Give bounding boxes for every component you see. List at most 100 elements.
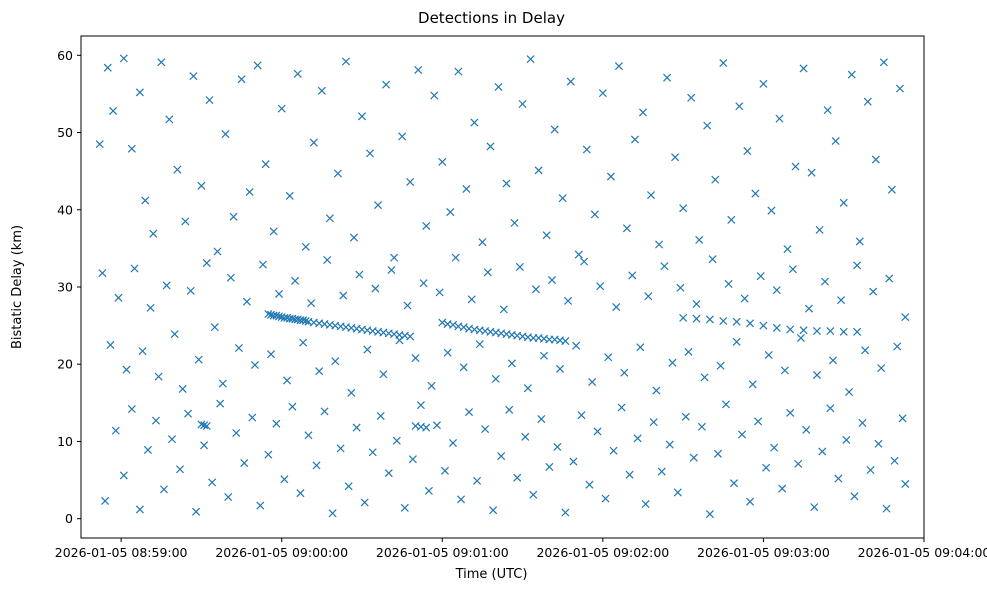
data-point bbox=[175, 465, 185, 474]
data-point bbox=[280, 475, 289, 484]
data-point bbox=[470, 118, 479, 127]
data-point bbox=[438, 157, 447, 166]
data-point bbox=[657, 467, 666, 476]
data-point bbox=[748, 380, 757, 389]
data-point bbox=[264, 310, 273, 319]
data-point bbox=[716, 361, 725, 370]
data-point bbox=[850, 492, 859, 501]
data-point bbox=[558, 194, 567, 203]
data-point bbox=[794, 459, 803, 468]
data-point bbox=[681, 412, 690, 421]
data-point bbox=[446, 208, 455, 217]
data-point bbox=[751, 189, 760, 198]
data-point bbox=[315, 367, 324, 376]
data-point bbox=[772, 286, 781, 295]
data-point bbox=[387, 265, 396, 275]
y-tick-label: 30 bbox=[57, 280, 73, 295]
data-point bbox=[510, 218, 519, 227]
data-point bbox=[333, 169, 342, 178]
data-point bbox=[770, 443, 779, 452]
data-point bbox=[606, 172, 615, 181]
data-point bbox=[871, 155, 880, 164]
y-tick-label: 0 bbox=[65, 511, 73, 526]
data-point bbox=[245, 187, 254, 197]
data-point bbox=[197, 181, 206, 190]
data-point bbox=[269, 227, 278, 236]
data-point bbox=[735, 102, 744, 111]
data-point bbox=[668, 358, 677, 367]
data-point bbox=[285, 191, 294, 200]
data-point bbox=[895, 84, 904, 93]
data-point bbox=[740, 294, 749, 303]
data-point bbox=[708, 255, 717, 264]
data-point bbox=[200, 421, 209, 430]
data-point bbox=[759, 321, 768, 330]
data-point bbox=[242, 297, 251, 306]
data-point bbox=[264, 450, 273, 459]
data-point bbox=[861, 346, 870, 355]
data-point bbox=[406, 177, 415, 186]
y-tick-label: 60 bbox=[57, 48, 73, 63]
data-point bbox=[887, 185, 896, 194]
data-point bbox=[700, 373, 709, 382]
data-point bbox=[612, 303, 621, 312]
data-point bbox=[834, 474, 843, 483]
data-point bbox=[641, 499, 650, 509]
data-point bbox=[705, 315, 714, 324]
data-point bbox=[804, 304, 813, 313]
data-point bbox=[523, 384, 532, 393]
data-point bbox=[186, 286, 195, 295]
data-point bbox=[692, 299, 701, 309]
data-point bbox=[157, 58, 166, 67]
data-point bbox=[422, 221, 431, 231]
data-point bbox=[258, 260, 268, 269]
data-point bbox=[593, 427, 602, 436]
data-point bbox=[301, 316, 310, 326]
data-point bbox=[863, 97, 872, 106]
data-point bbox=[141, 196, 150, 205]
data-point bbox=[823, 106, 832, 115]
data-point bbox=[208, 478, 217, 487]
data-point bbox=[221, 130, 230, 139]
data-point bbox=[194, 355, 203, 364]
data-point bbox=[272, 419, 281, 428]
data-point bbox=[341, 57, 350, 66]
data-point bbox=[566, 77, 575, 86]
x-tick-label: 2026-01-05 08:59:00 bbox=[55, 545, 188, 560]
data-point bbox=[655, 240, 664, 249]
data-point bbox=[481, 425, 490, 434]
data-point bbox=[732, 317, 741, 326]
data-point bbox=[277, 104, 286, 113]
data-point bbox=[130, 264, 139, 273]
data-point bbox=[826, 404, 835, 413]
data-point bbox=[178, 384, 187, 393]
data-point bbox=[146, 303, 155, 312]
data-point bbox=[799, 326, 808, 335]
data-point bbox=[513, 473, 522, 482]
data-point bbox=[106, 340, 115, 349]
data-point bbox=[109, 106, 118, 115]
data-point bbox=[103, 63, 112, 72]
data-point bbox=[772, 323, 781, 332]
data-point bbox=[159, 485, 168, 494]
data-point bbox=[253, 61, 262, 70]
data-point bbox=[687, 93, 696, 102]
data-point bbox=[352, 423, 361, 432]
data-point bbox=[411, 354, 420, 363]
data-point bbox=[135, 505, 144, 514]
data-point bbox=[291, 276, 300, 285]
data-point bbox=[213, 247, 222, 256]
data-point bbox=[392, 436, 401, 445]
data-point bbox=[149, 229, 158, 238]
data-point bbox=[837, 296, 846, 305]
data-point bbox=[762, 463, 771, 472]
data-point bbox=[585, 480, 594, 489]
data-point bbox=[812, 371, 821, 380]
data-point bbox=[237, 75, 246, 84]
data-point bbox=[224, 493, 233, 502]
data-point bbox=[890, 456, 899, 465]
data-point bbox=[534, 166, 543, 175]
data-point bbox=[218, 379, 227, 388]
data-point bbox=[494, 82, 503, 91]
data-point bbox=[414, 65, 423, 75]
